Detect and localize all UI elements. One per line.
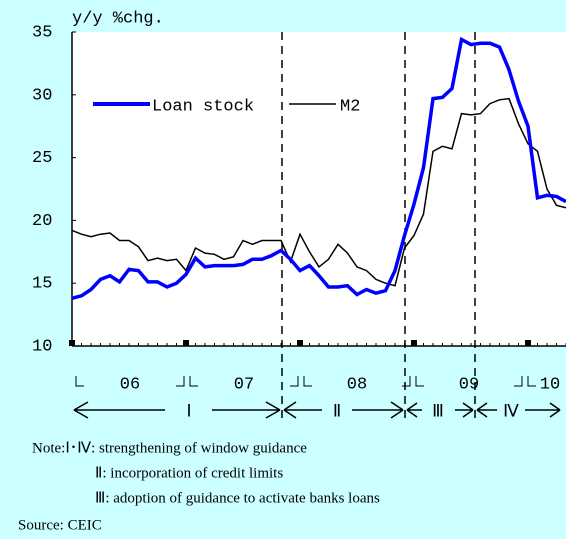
series-line [71, 36, 566, 300]
note: Ⅱ: incorporation of credit limits [95, 465, 283, 481]
year-label: 08 [347, 375, 367, 394]
year-label: 09 [459, 375, 479, 394]
dividers [281, 32, 476, 420]
arrow [283, 401, 404, 419]
y-tick-label: 10 [32, 337, 52, 356]
y-tick-label: 20 [32, 212, 52, 231]
y-tick-label: 35 [32, 23, 52, 42]
phase-label: Ⅲ [432, 403, 444, 422]
legend-label: M2 [340, 97, 360, 116]
phase-label: Ⅰ [186, 403, 191, 422]
arrow [406, 402, 474, 418]
arrow [476, 402, 561, 418]
legend: Loan stock M2 [93, 97, 360, 116]
plot-area [72, 32, 566, 346]
legend-label: Loan stock [152, 97, 254, 116]
phase-label: Ⅳ [503, 403, 519, 422]
series-line [71, 97, 566, 287]
note: Ⅲ: adoption of guidance to activate bank… [95, 490, 380, 506]
source: Source: CEIC [18, 517, 102, 533]
y-tick-label: 30 [32, 86, 52, 105]
y-tick-label: 15 [32, 275, 52, 294]
arrow [73, 401, 281, 419]
year-brackets [75, 376, 536, 387]
year-label: 07 [234, 375, 254, 394]
year-label: 10 [540, 375, 560, 394]
y-tick-label: 25 [32, 149, 52, 168]
year-label: 06 [120, 375, 140, 394]
y-axis-label: y/y %chg. [72, 9, 164, 28]
note: Note:Ⅰ･Ⅳ: strengthening of window guidan… [32, 440, 307, 456]
bracket [75, 376, 536, 387]
phase-arrows [73, 401, 561, 419]
phase-label: Ⅱ [333, 403, 341, 422]
